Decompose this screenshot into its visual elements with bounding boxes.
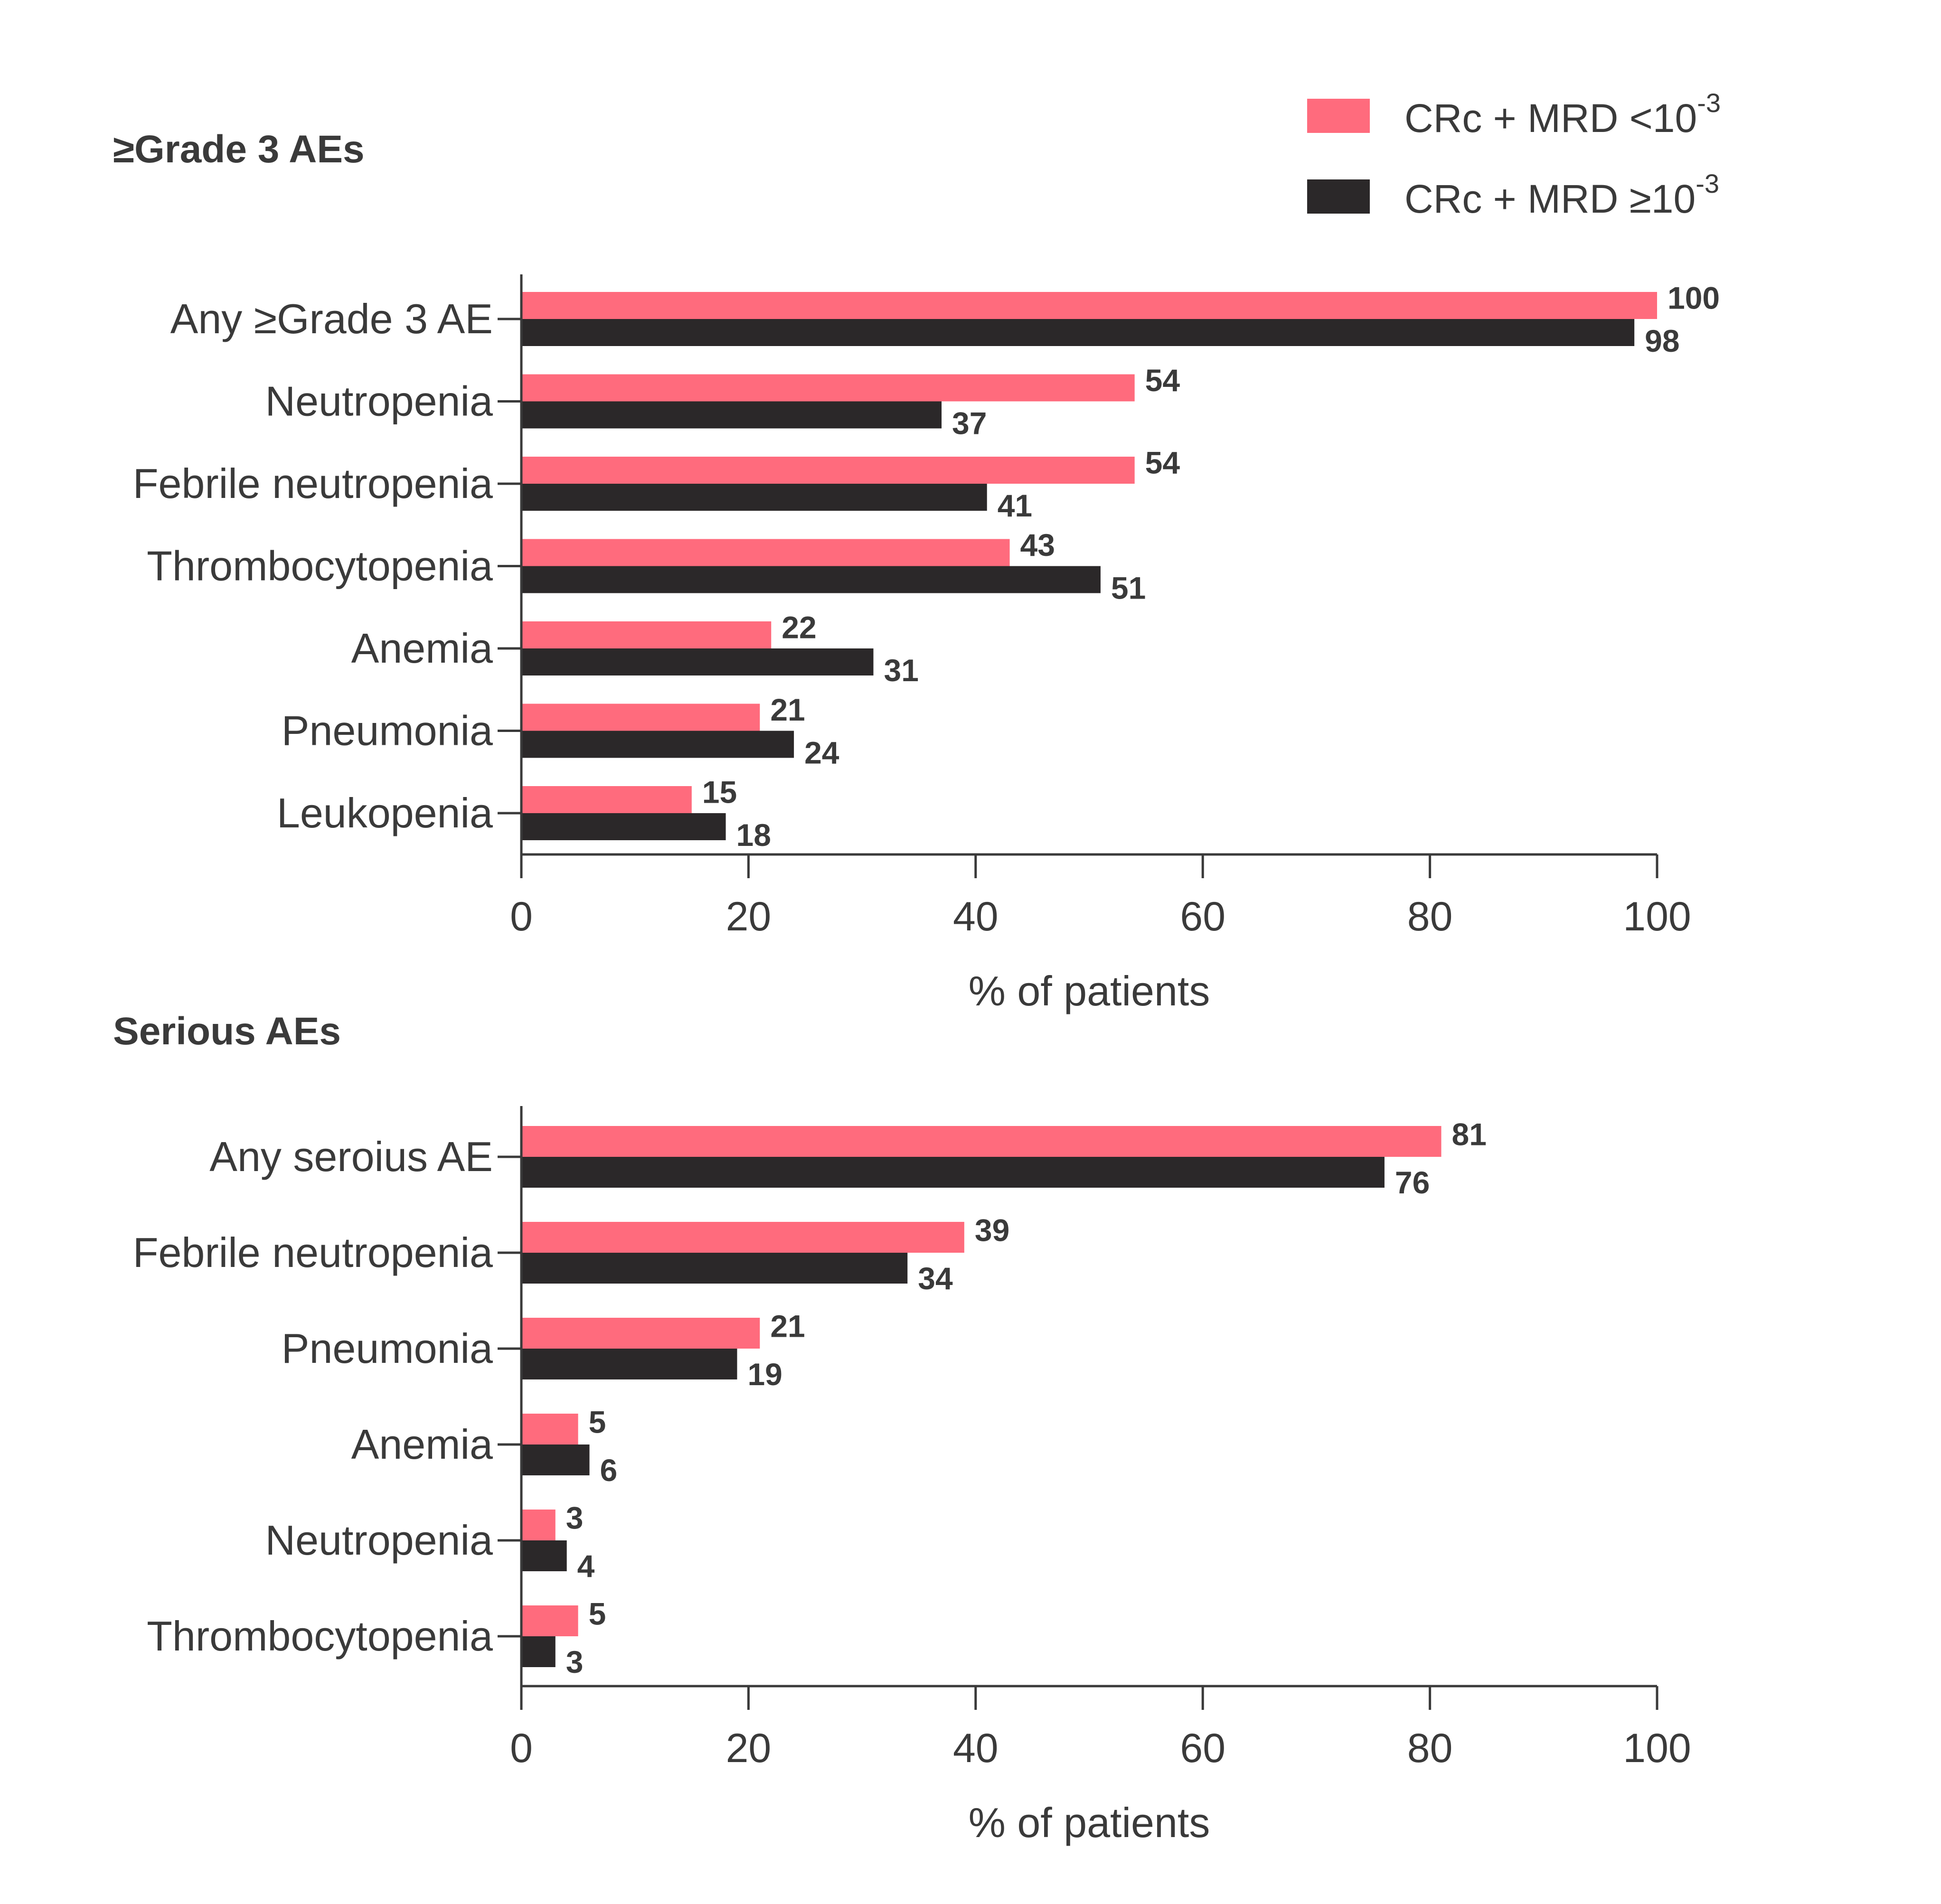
bar-mrd-lt bbox=[521, 621, 772, 648]
value-label: 76 bbox=[1395, 1165, 1430, 1200]
bar-mrd-ge bbox=[521, 813, 726, 840]
category-label: Pneumonia bbox=[282, 707, 493, 754]
x-tick-label: 20 bbox=[726, 894, 772, 939]
bar-mrd-lt bbox=[521, 1414, 578, 1444]
x-tick-label: 40 bbox=[953, 1726, 999, 1771]
legend-label-sup: -3 bbox=[1696, 169, 1719, 198]
bar-mrd-lt bbox=[521, 1510, 556, 1540]
x-tick-label: 60 bbox=[1180, 894, 1225, 939]
x-tick-label: 100 bbox=[1623, 894, 1691, 939]
x-tick-label: 20 bbox=[726, 1726, 772, 1771]
panel-serious-aes: Serious AEs Any seroius AE 81 76 Febrile neu… bbox=[113, 1010, 1691, 1846]
panel-title: ≥Grade 3 AEs bbox=[113, 128, 365, 171]
value-label: 3 bbox=[566, 1644, 584, 1679]
value-label: 37 bbox=[952, 406, 987, 441]
category-label: Febrile neutropenia bbox=[133, 460, 493, 507]
legend-swatch-0 bbox=[1307, 99, 1370, 133]
panel-title: Serious AEs bbox=[113, 1010, 341, 1053]
value-label: 34 bbox=[918, 1261, 953, 1296]
bar-mrd-lt bbox=[521, 539, 1010, 566]
x-tick-label: 0 bbox=[510, 1726, 533, 1771]
bar-mrd-lt bbox=[521, 292, 1657, 319]
x-axis-title: % of patients bbox=[969, 1799, 1210, 1846]
category-label: Pneumonia bbox=[282, 1325, 493, 1372]
value-label: 5 bbox=[589, 1404, 606, 1439]
value-label: 51 bbox=[1111, 571, 1146, 606]
value-label: 18 bbox=[736, 817, 771, 853]
panel-grade3-aes: ≥Grade 3 AEs Any ≥Grade 3 AE 100 98 Neutrope… bbox=[113, 128, 1720, 1014]
legend-label-1: CRc + MRD ≥10-3 bbox=[1404, 169, 1719, 221]
category-label: Anemia bbox=[351, 1421, 493, 1468]
value-label: 4 bbox=[577, 1548, 595, 1584]
category-label: Thrombocytopenia bbox=[147, 1613, 493, 1660]
x-axis-title: % of patients bbox=[969, 967, 1210, 1014]
bar-mrd-lt bbox=[521, 457, 1135, 484]
legend-label-base: CRc + MRD <10 bbox=[1404, 96, 1697, 141]
value-label: 3 bbox=[566, 1500, 584, 1535]
value-label: 100 bbox=[1668, 280, 1720, 315]
value-label: 22 bbox=[782, 610, 816, 645]
bar-mrd-ge bbox=[521, 484, 987, 511]
value-label: 6 bbox=[600, 1453, 618, 1488]
bar-mrd-ge bbox=[521, 1540, 567, 1571]
bar-mrd-lt bbox=[521, 1605, 578, 1636]
category-label: Anemia bbox=[351, 625, 493, 672]
category-label: Neutropenia bbox=[265, 378, 493, 425]
x-tick-label: 60 bbox=[1180, 1726, 1225, 1771]
value-label: 21 bbox=[770, 1308, 805, 1343]
bar-mrd-ge bbox=[521, 1636, 556, 1667]
bar-mrd-ge bbox=[521, 731, 794, 758]
bar-mrd-ge bbox=[521, 1444, 590, 1475]
x-tick-label: 80 bbox=[1407, 894, 1453, 939]
legend-label-0: CRc + MRD <10-3 bbox=[1404, 88, 1721, 141]
bar-mrd-lt bbox=[521, 1222, 964, 1253]
value-label: 54 bbox=[1145, 445, 1180, 480]
value-label: 43 bbox=[1020, 527, 1055, 563]
category-label: Neutropenia bbox=[265, 1517, 493, 1564]
value-label: 54 bbox=[1145, 363, 1180, 398]
bar-mrd-lt bbox=[521, 374, 1135, 402]
bar-mrd-ge bbox=[521, 1157, 1385, 1188]
legend-label-base: CRc + MRD ≥10 bbox=[1404, 177, 1696, 221]
category-label: Any ≥Grade 3 AE bbox=[170, 295, 493, 342]
bar-mrd-lt bbox=[521, 703, 760, 731]
value-label: 24 bbox=[804, 735, 839, 770]
legend-swatch-1 bbox=[1307, 179, 1370, 214]
bar-mrd-ge bbox=[521, 1349, 737, 1379]
category-label: Febrile neutropenia bbox=[133, 1229, 493, 1276]
value-label: 81 bbox=[1452, 1116, 1487, 1152]
category-label: Any seroius AE bbox=[209, 1133, 493, 1180]
bar-mrd-ge bbox=[521, 319, 1635, 346]
bar-mrd-lt bbox=[521, 1318, 760, 1349]
value-label: 98 bbox=[1645, 323, 1679, 358]
category-label: Leukopenia bbox=[277, 789, 493, 836]
x-tick-label: 100 bbox=[1623, 1726, 1691, 1771]
value-label: 21 bbox=[770, 692, 805, 727]
legend-label-sup: -3 bbox=[1697, 88, 1721, 118]
bar-mrd-ge bbox=[521, 1253, 908, 1284]
x-tick-label: 0 bbox=[510, 894, 533, 939]
x-tick-label: 80 bbox=[1407, 1726, 1453, 1771]
category-label: Thrombocytopenia bbox=[147, 543, 493, 590]
value-label: 5 bbox=[589, 1596, 606, 1631]
bar-mrd-ge bbox=[521, 401, 942, 429]
bar-mrd-ge bbox=[521, 566, 1101, 593]
value-label: 39 bbox=[975, 1212, 1009, 1247]
x-tick-label: 40 bbox=[953, 894, 999, 939]
bar-mrd-lt bbox=[521, 1126, 1442, 1157]
value-label: 41 bbox=[998, 488, 1032, 523]
bar-mrd-lt bbox=[521, 786, 692, 813]
value-label: 15 bbox=[702, 774, 737, 809]
bar-mrd-ge bbox=[521, 648, 874, 675]
value-label: 19 bbox=[747, 1357, 782, 1392]
value-label: 31 bbox=[884, 653, 919, 688]
